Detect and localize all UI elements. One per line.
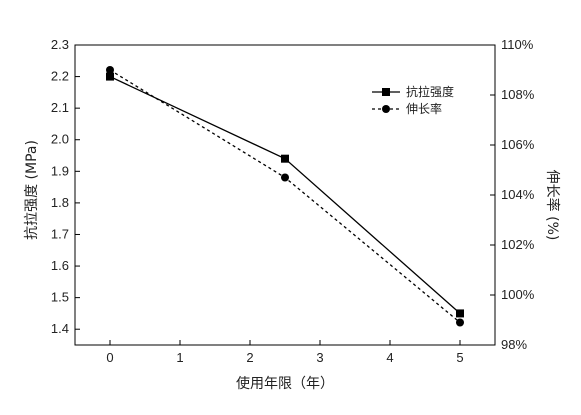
series-1-point xyxy=(456,309,464,318)
series-2-point xyxy=(281,173,289,182)
y2-axis-label: 伸长率 (%) xyxy=(544,170,561,241)
y-tick-label: 1.6 xyxy=(51,258,69,273)
series-1-point xyxy=(281,154,289,163)
x-tick-label: 1 xyxy=(176,350,183,365)
y-tick-label: 2.2 xyxy=(51,69,69,84)
x-axis-label: 使用年限（年） xyxy=(236,375,334,392)
y2-tick-label: 110% xyxy=(501,37,534,52)
y-tick-label: 1.8 xyxy=(51,195,69,210)
y-axis-label: 抗拉强度 (MPa) xyxy=(24,140,40,240)
x-tick-label: 2 xyxy=(246,350,253,365)
y2-tick-label: 104% xyxy=(501,187,535,202)
y-tick-label: 1.7 xyxy=(51,226,69,241)
y-tick-label: 1.5 xyxy=(51,290,69,305)
y-tick-label: 2.3 xyxy=(51,37,69,52)
y2-tick-label: 108% xyxy=(501,87,535,102)
legend-label-2: 伸长率 xyxy=(406,101,442,116)
x-tick-label: 0 xyxy=(106,350,113,365)
y2-tick-label: 106% xyxy=(501,137,535,152)
legend-marker-2 xyxy=(382,105,390,113)
legend-marker-1 xyxy=(382,88,390,96)
series-1-point xyxy=(106,72,114,81)
y2-tick-label: 100% xyxy=(501,287,535,302)
y2-tick-label: 98% xyxy=(501,337,527,352)
y-tick-label: 1.4 xyxy=(51,321,69,336)
series-2-point xyxy=(456,318,464,327)
y2-tick-label: 102% xyxy=(501,237,535,252)
y-tick-label: 2.1 xyxy=(51,100,69,115)
x-tick-label: 5 xyxy=(456,350,463,365)
y-tick-label: 2.0 xyxy=(51,132,69,147)
x-tick-label: 4 xyxy=(386,350,393,365)
series-2-point xyxy=(106,66,114,74)
legend-label-1: 抗拉强度 xyxy=(406,84,454,99)
y-tick-label: 1.9 xyxy=(51,163,69,178)
x-tick-label: 3 xyxy=(316,350,323,365)
